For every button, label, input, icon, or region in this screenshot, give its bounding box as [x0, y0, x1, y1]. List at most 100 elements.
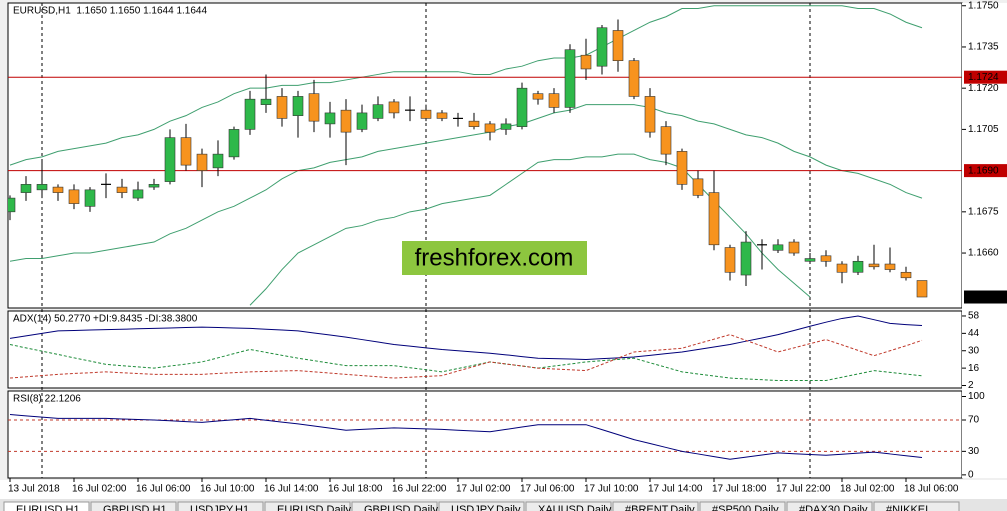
y-tick-label: 100 — [968, 391, 985, 402]
candle-body — [340, 109, 352, 133]
x-tick-label: 13 Jul 2018 — [8, 484, 60, 495]
candle-body — [532, 93, 544, 100]
y-tick-label: 70 — [968, 415, 980, 426]
tab-label[interactable]: XAUUSD,Daily — [538, 504, 612, 511]
x-tick-label: 18 Jul 06:00 — [904, 484, 959, 495]
candle-body — [804, 258, 816, 262]
y-tick-label: 0 — [968, 470, 974, 481]
candle-body — [436, 112, 448, 119]
candle-body — [724, 247, 736, 273]
tab[interactable] — [525, 501, 612, 511]
candle-body — [196, 153, 208, 171]
tab[interactable] — [3, 501, 90, 511]
candle-body — [868, 263, 880, 268]
candle-body — [68, 189, 80, 204]
x-tick-label: 16 Jul 14:00 — [264, 484, 319, 495]
y-tick-label: 58 — [968, 311, 980, 322]
x-tick-label: 17 Jul 14:00 — [648, 484, 703, 495]
candle-body — [900, 271, 912, 279]
tab[interactable] — [264, 501, 351, 511]
candle-body — [84, 189, 96, 207]
candle-body — [660, 126, 672, 155]
x-tick-label: 17 Jul 22:00 — [776, 484, 831, 495]
candle-body — [564, 49, 576, 108]
candle-body — [356, 112, 368, 130]
tab[interactable] — [351, 501, 438, 511]
last-price-label: 1.1644 — [968, 292, 999, 303]
candle-body — [884, 263, 896, 270]
x-tick-label: 17 Jul 02:00 — [456, 484, 511, 495]
tab-bar: EURUSD,H1 GBPUSD,H1 USDJPY,H1 EURUSD,Daily G… — [0, 499, 1007, 511]
horizontal-line-tag — [964, 164, 1007, 178]
candle-body — [116, 186, 128, 193]
y-tick-label: 44 — [968, 328, 980, 339]
watermark: freshforex.com — [415, 244, 574, 271]
candle-body — [36, 184, 48, 191]
y-tick-label: 1.1735 — [968, 42, 999, 53]
candle-body — [916, 280, 928, 298]
pane-title: ADX(14) 50.2770 +DI:9.8435 -DI:38.3800 — [13, 314, 198, 325]
tab[interactable] — [873, 501, 960, 511]
candle-body — [8, 197, 16, 213]
indicator-line — [9, 5, 923, 166]
y-tick-label: 16 — [968, 363, 980, 374]
candle-body — [148, 184, 160, 188]
tab-label[interactable]: USDJPY,H1 — [190, 504, 249, 511]
y-tick-label: 1.1720 — [968, 83, 999, 94]
candle-body — [644, 96, 656, 133]
x-tick-label: 16 Jul 22:00 — [392, 484, 447, 495]
candle-body — [676, 151, 688, 185]
indicator-line — [9, 414, 923, 460]
tab-label[interactable]: #SP500,Daily — [712, 504, 779, 511]
candle-body — [420, 109, 432, 119]
y-tick-label: 30 — [968, 345, 980, 356]
candle-body — [628, 60, 640, 97]
horizontal-line-tag — [964, 70, 1007, 84]
candle-body — [308, 93, 320, 122]
tab-label[interactable]: #BRENT,Daily — [625, 504, 695, 511]
horizontal-line-label: 1.1724 — [968, 72, 999, 83]
candle-body — [292, 96, 304, 116]
candle-body — [484, 123, 496, 133]
candle-body — [580, 54, 592, 70]
pane-title: RSI(8) 22.1206 — [13, 394, 81, 405]
tab-label[interactable]: EURUSD,Daily — [277, 504, 351, 511]
candle-body — [180, 137, 192, 166]
adx-pane — [7, 310, 963, 389]
tab[interactable] — [786, 501, 873, 511]
y-tick-label: 1.1750 — [968, 0, 999, 11]
watermark-box — [402, 241, 587, 275]
tab-label[interactable]: GBPUSD,H1 — [103, 504, 167, 511]
horizontal-line-label: 1.1690 — [968, 165, 999, 176]
candle-body — [260, 98, 272, 105]
x-tick-label: 17 Jul 18:00 — [712, 484, 767, 495]
tab[interactable] — [90, 501, 177, 511]
candle-body — [20, 184, 32, 193]
candle-body — [324, 112, 336, 125]
tab[interactable] — [699, 501, 786, 511]
candle-body — [228, 129, 240, 158]
candle-body — [692, 178, 704, 196]
candle-body — [388, 101, 400, 114]
tab[interactable] — [438, 501, 525, 511]
tab-label[interactable]: #NIKKEI — [886, 504, 928, 511]
candle-body — [596, 27, 608, 67]
tab[interactable] — [177, 501, 264, 511]
candle-body — [212, 153, 224, 169]
x-tick-label: 16 Jul 18:00 — [328, 484, 383, 495]
candle-body — [772, 244, 784, 251]
tab-label[interactable]: GBPUSD,Daily — [364, 504, 438, 511]
tab-label[interactable]: EURUSD,H1 — [16, 504, 80, 511]
tab-label[interactable]: #DAX30,Daily — [799, 504, 868, 511]
candle-body — [276, 96, 288, 119]
pane-title: EURUSD,H1 1.1650 1.1650 1.1644 1.1644 — [13, 6, 207, 17]
indicator-line — [9, 315, 923, 360]
tab[interactable] — [612, 501, 699, 511]
candle-body — [612, 30, 624, 62]
candle-body — [500, 123, 512, 130]
y-tick-label: 2 — [968, 380, 974, 391]
tab-label[interactable]: USDJPY,Daily — [451, 504, 521, 511]
candle-body — [516, 87, 528, 127]
